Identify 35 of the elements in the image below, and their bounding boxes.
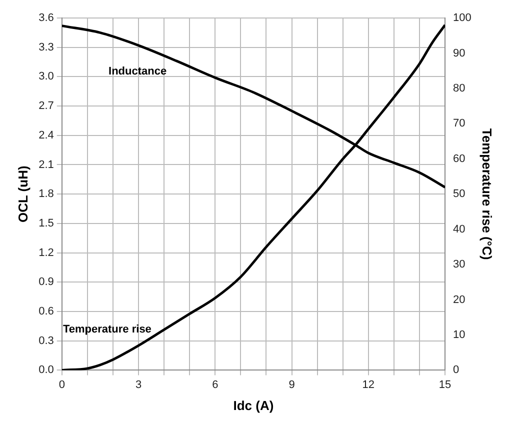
y-axis-title: OCL (uH) <box>15 166 30 223</box>
y2-axis-title: Temperature rise (°C) <box>480 128 495 260</box>
y2-tick-label: 30 <box>453 258 466 271</box>
y-tick-label: 1.2 <box>38 246 54 259</box>
y2-tick-label: 70 <box>453 118 466 130</box>
y-tick-label: 1.8 <box>38 188 54 200</box>
y-tick-label: 3.0 <box>38 70 54 83</box>
y-tick-label: 2.7 <box>38 100 54 112</box>
y2-tick-label: 60 <box>453 152 466 165</box>
x-tick-label: 0 <box>58 378 65 391</box>
y2-tick-label: 10 <box>453 329 466 342</box>
x-tick-label: 6 <box>212 378 218 391</box>
x-tick-label: 15 <box>438 378 452 391</box>
y-tick-label: 2.4 <box>38 129 54 142</box>
x-axis-title: Idc (A) <box>233 398 274 413</box>
y-tick-label: 0.9 <box>38 276 54 288</box>
y2-tick-label: 50 <box>453 188 466 200</box>
y-tick-label: 2.1 <box>38 158 54 171</box>
y-tick-label: 0.6 <box>38 306 54 318</box>
x-tick-label: 12 <box>362 378 375 391</box>
y2-tick-label: 80 <box>453 82 466 94</box>
y2-tick-label: 40 <box>453 223 466 236</box>
y2-tick-label: 100 <box>453 12 472 24</box>
y-tick-label: 0.3 <box>38 334 54 347</box>
x-tick-label: 3 <box>135 378 142 391</box>
y-tick-label: 3.3 <box>38 41 54 54</box>
x-tick-label: 9 <box>288 378 295 391</box>
y-tick-label: 0.0 <box>38 364 54 376</box>
series-label: Inductance <box>108 65 167 78</box>
series-label: Temperature rise <box>62 324 152 336</box>
y2-tick-label: 0 <box>453 364 460 376</box>
y-tick-label: 1.5 <box>38 217 54 230</box>
y2-tick-label: 90 <box>453 47 466 60</box>
y-tick-label: 3.6 <box>38 12 54 24</box>
y2-tick-label: 20 <box>453 294 466 306</box>
